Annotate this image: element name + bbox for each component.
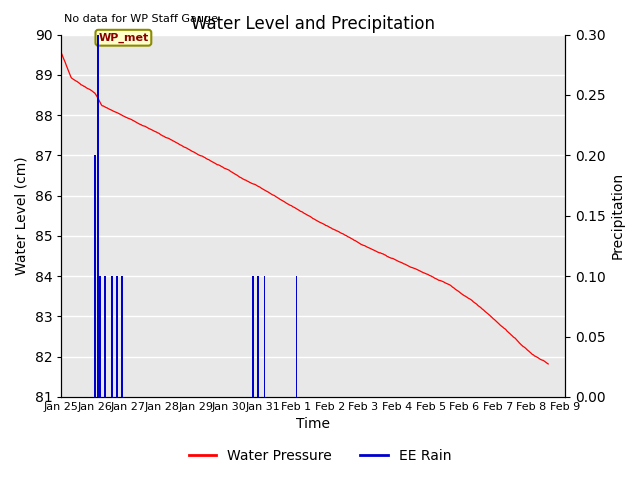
Text: WP_met: WP_met [99, 33, 148, 43]
Bar [264, 276, 266, 397]
Bar [104, 276, 106, 397]
X-axis label: Time: Time [296, 418, 330, 432]
Title: Water Level and Precipitation: Water Level and Precipitation [191, 15, 435, 33]
Legend: Water Pressure, EE Rain: Water Pressure, EE Rain [183, 443, 457, 468]
Bar [111, 276, 113, 397]
Bar [94, 156, 96, 397]
Text: No data for WP Staff Gauge: No data for WP Staff Gauge [64, 14, 218, 24]
Bar [97, 35, 99, 397]
Y-axis label: Water Level (cm): Water Level (cm) [15, 156, 29, 275]
Y-axis label: Precipitation: Precipitation [611, 172, 625, 259]
Bar [257, 276, 259, 397]
Bar [116, 276, 118, 397]
Bar [99, 276, 100, 397]
Bar [252, 276, 253, 397]
Bar [121, 276, 123, 397]
Bar [296, 276, 297, 397]
